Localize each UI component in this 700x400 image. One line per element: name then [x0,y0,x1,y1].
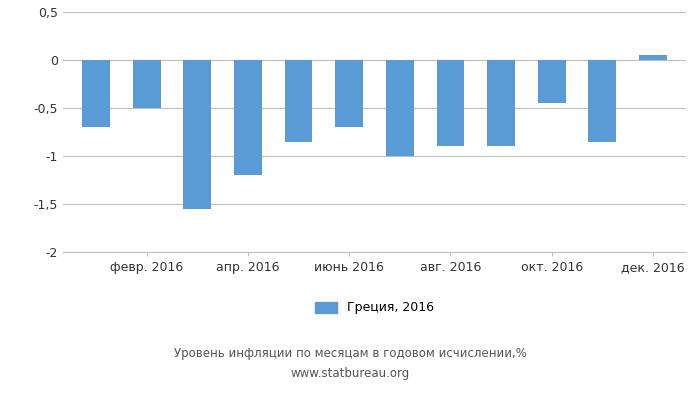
Bar [589,60,617,142]
Bar [82,60,110,127]
Text: Уровень инфляции по месяцам в годовом исчислении,%: Уровень инфляции по месяцам в годовом ис… [174,348,526,360]
Bar [132,60,160,108]
Bar [386,60,414,156]
Legend: Греция, 2016: Греция, 2016 [315,302,434,314]
Text: www.statbureau.org: www.statbureau.org [290,368,410,380]
Bar [234,60,262,175]
Bar [335,60,363,127]
Bar [285,60,312,142]
Bar [538,60,566,103]
Bar [487,60,515,146]
Bar [437,60,464,146]
Bar [183,60,211,209]
Bar [639,55,667,60]
